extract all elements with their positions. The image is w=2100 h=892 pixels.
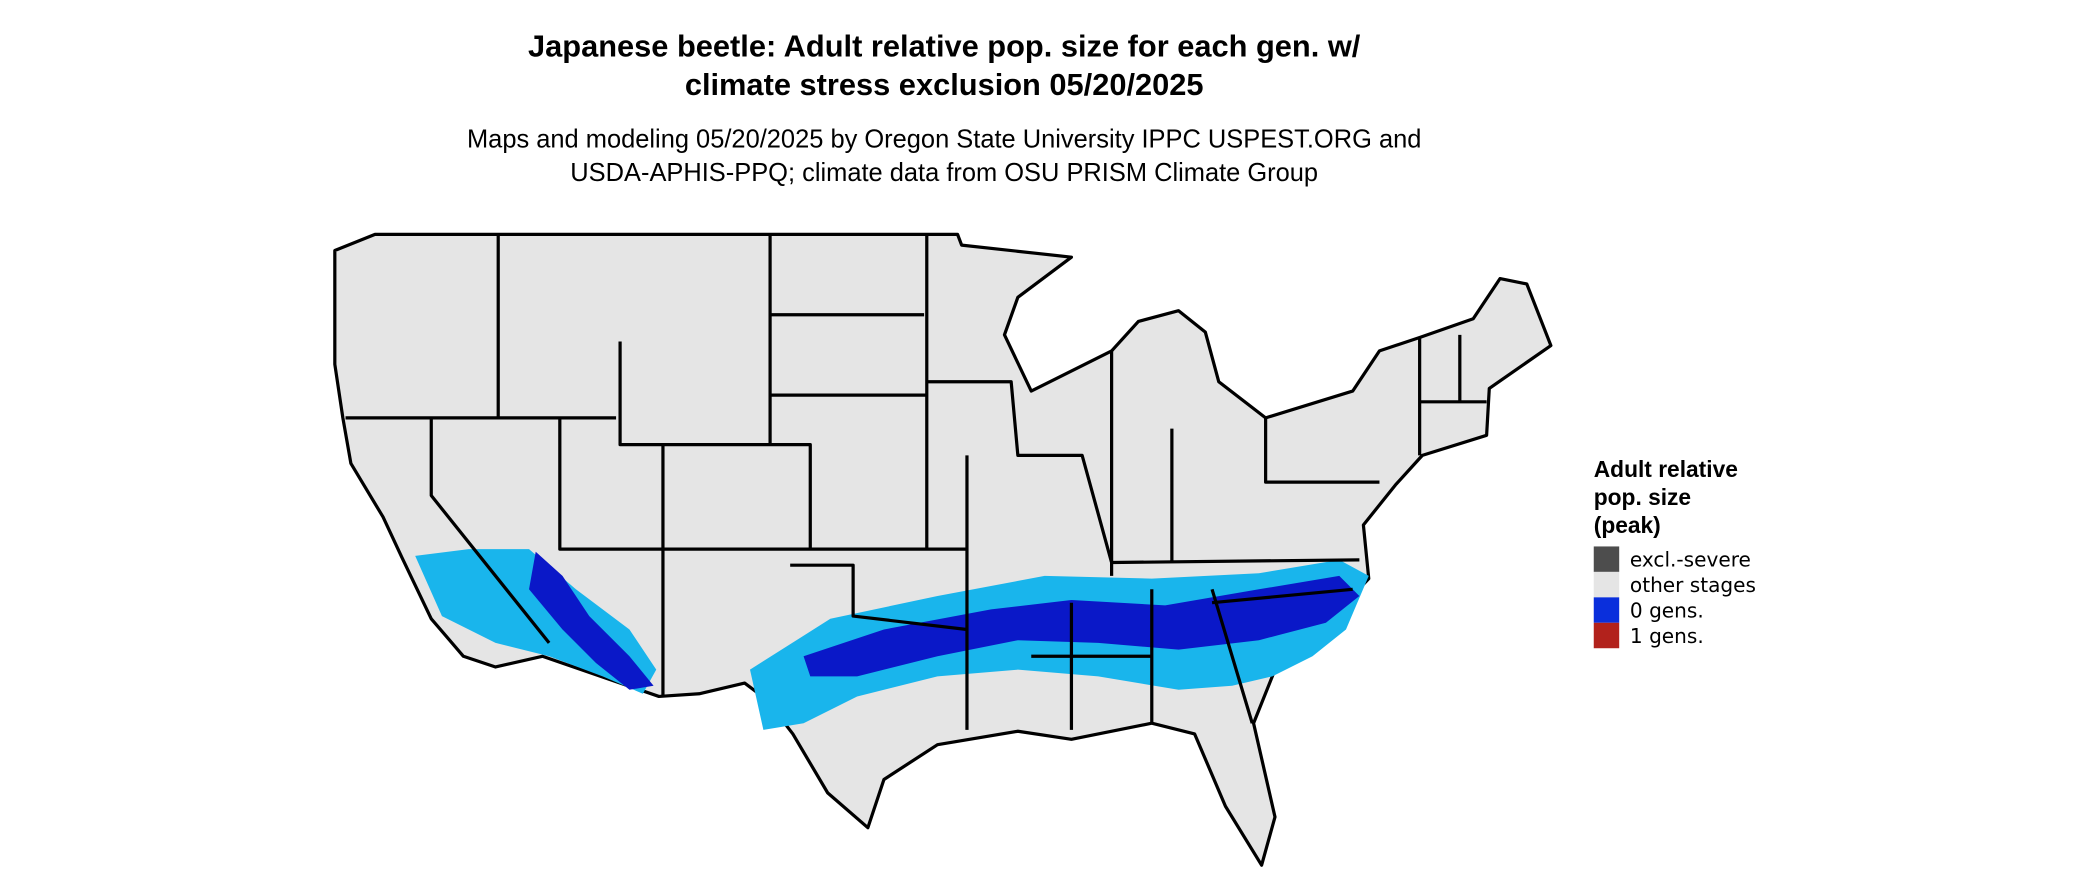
map-title: Japanese beetle: Adult relative pop. siz… bbox=[528, 28, 1361, 63]
legend-label: other stages bbox=[1630, 573, 1756, 597]
legend-swatch bbox=[1593, 571, 1620, 598]
map-subtitle: Maps and modeling 05/20/2025 by Oregon S… bbox=[467, 125, 1421, 153]
legend-title: pop. size bbox=[1594, 484, 1691, 510]
legend-label: excl.-severe bbox=[1630, 548, 1751, 572]
state-borders bbox=[345, 234, 1487, 730]
legend-label: 1 gens. bbox=[1630, 624, 1704, 648]
legend-swatch bbox=[1593, 622, 1620, 649]
map-subtitle: USDA-APHIS-PPQ; climate data from OSU PR… bbox=[570, 159, 1318, 187]
legend-swatch bbox=[1593, 546, 1620, 572]
state-border bbox=[345, 234, 1487, 730]
dark-blue-west bbox=[529, 551, 654, 690]
titles: Japanese beetle: Adult relative pop. siz… bbox=[467, 28, 1421, 187]
legend-title: Adult relative bbox=[1594, 456, 1738, 482]
legend-title: (peak) bbox=[1594, 512, 1661, 538]
legend-swatch bbox=[1593, 597, 1620, 623]
us-map bbox=[333, 232, 1553, 867]
map-title: climate stress exclusion 05/20/2025 bbox=[685, 67, 1204, 102]
legend-label: 0 gens. bbox=[1630, 598, 1704, 622]
